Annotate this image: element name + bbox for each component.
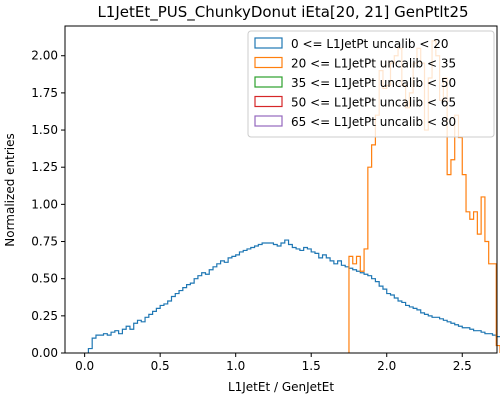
y-tick-label: 1.50 [31, 123, 58, 137]
y-tick-label: 1.00 [31, 197, 58, 211]
chart-title: L1JetEt_PUS_ChunkyDonut iEta[20, 21] Gen… [97, 3, 468, 22]
legend-swatch [254, 76, 283, 88]
x-tick-label: 2.5 [453, 359, 472, 373]
legend-swatch [254, 37, 283, 49]
x-axis-ticks: 0.0 0.5 1.0 1.5 2.0 2.5 [75, 353, 472, 373]
legend-label: 20 <= L1JetPt uncalib < 35 [291, 57, 456, 71]
y-tick-label: 0.25 [31, 309, 58, 323]
legend-label: 50 <= L1JetPt uncalib < 65 [291, 96, 456, 110]
y-tick-label: 2.00 [31, 49, 58, 63]
y-tick-label: 0.00 [31, 346, 58, 360]
legend-swatch [254, 115, 283, 127]
y-tick-label: 1.75 [31, 86, 58, 100]
legend: 0 <= L1JetPt uncalib < 20 20 <= L1JetPt u… [247, 30, 495, 138]
legend-label: 65 <= L1JetPt uncalib < 80 [291, 115, 456, 129]
y-axis-label: Normalized entries [3, 133, 17, 246]
x-tick-label: 0.5 [151, 359, 170, 373]
legend-label: 0 <= L1JetPt uncalib < 20 [291, 37, 448, 51]
x-tick-label: 0.0 [75, 359, 94, 373]
legend-label: 35 <= L1JetPt uncalib < 50 [291, 76, 456, 90]
x-tick-label: 1.0 [226, 359, 245, 373]
y-tick-label: 0.75 [31, 235, 58, 249]
x-tick-label: 1.5 [302, 359, 321, 373]
histogram-series-1 [87, 239, 500, 353]
x-tick-label: 2.0 [377, 359, 396, 373]
x-axis-label: L1JetEt / GenJetEt [228, 380, 334, 394]
legend-frame [247, 30, 495, 138]
plot-frame [64, 25, 498, 354]
y-axis-ticks: 0.00 0.25 0.50 0.75 1.00 1.25 1.50 1.75 2.00 [31, 49, 65, 360]
legend-swatch [254, 56, 283, 69]
y-tick-label: 1.25 [31, 160, 58, 174]
legend-swatch [254, 95, 283, 108]
y-tick-label: 0.50 [31, 272, 58, 286]
